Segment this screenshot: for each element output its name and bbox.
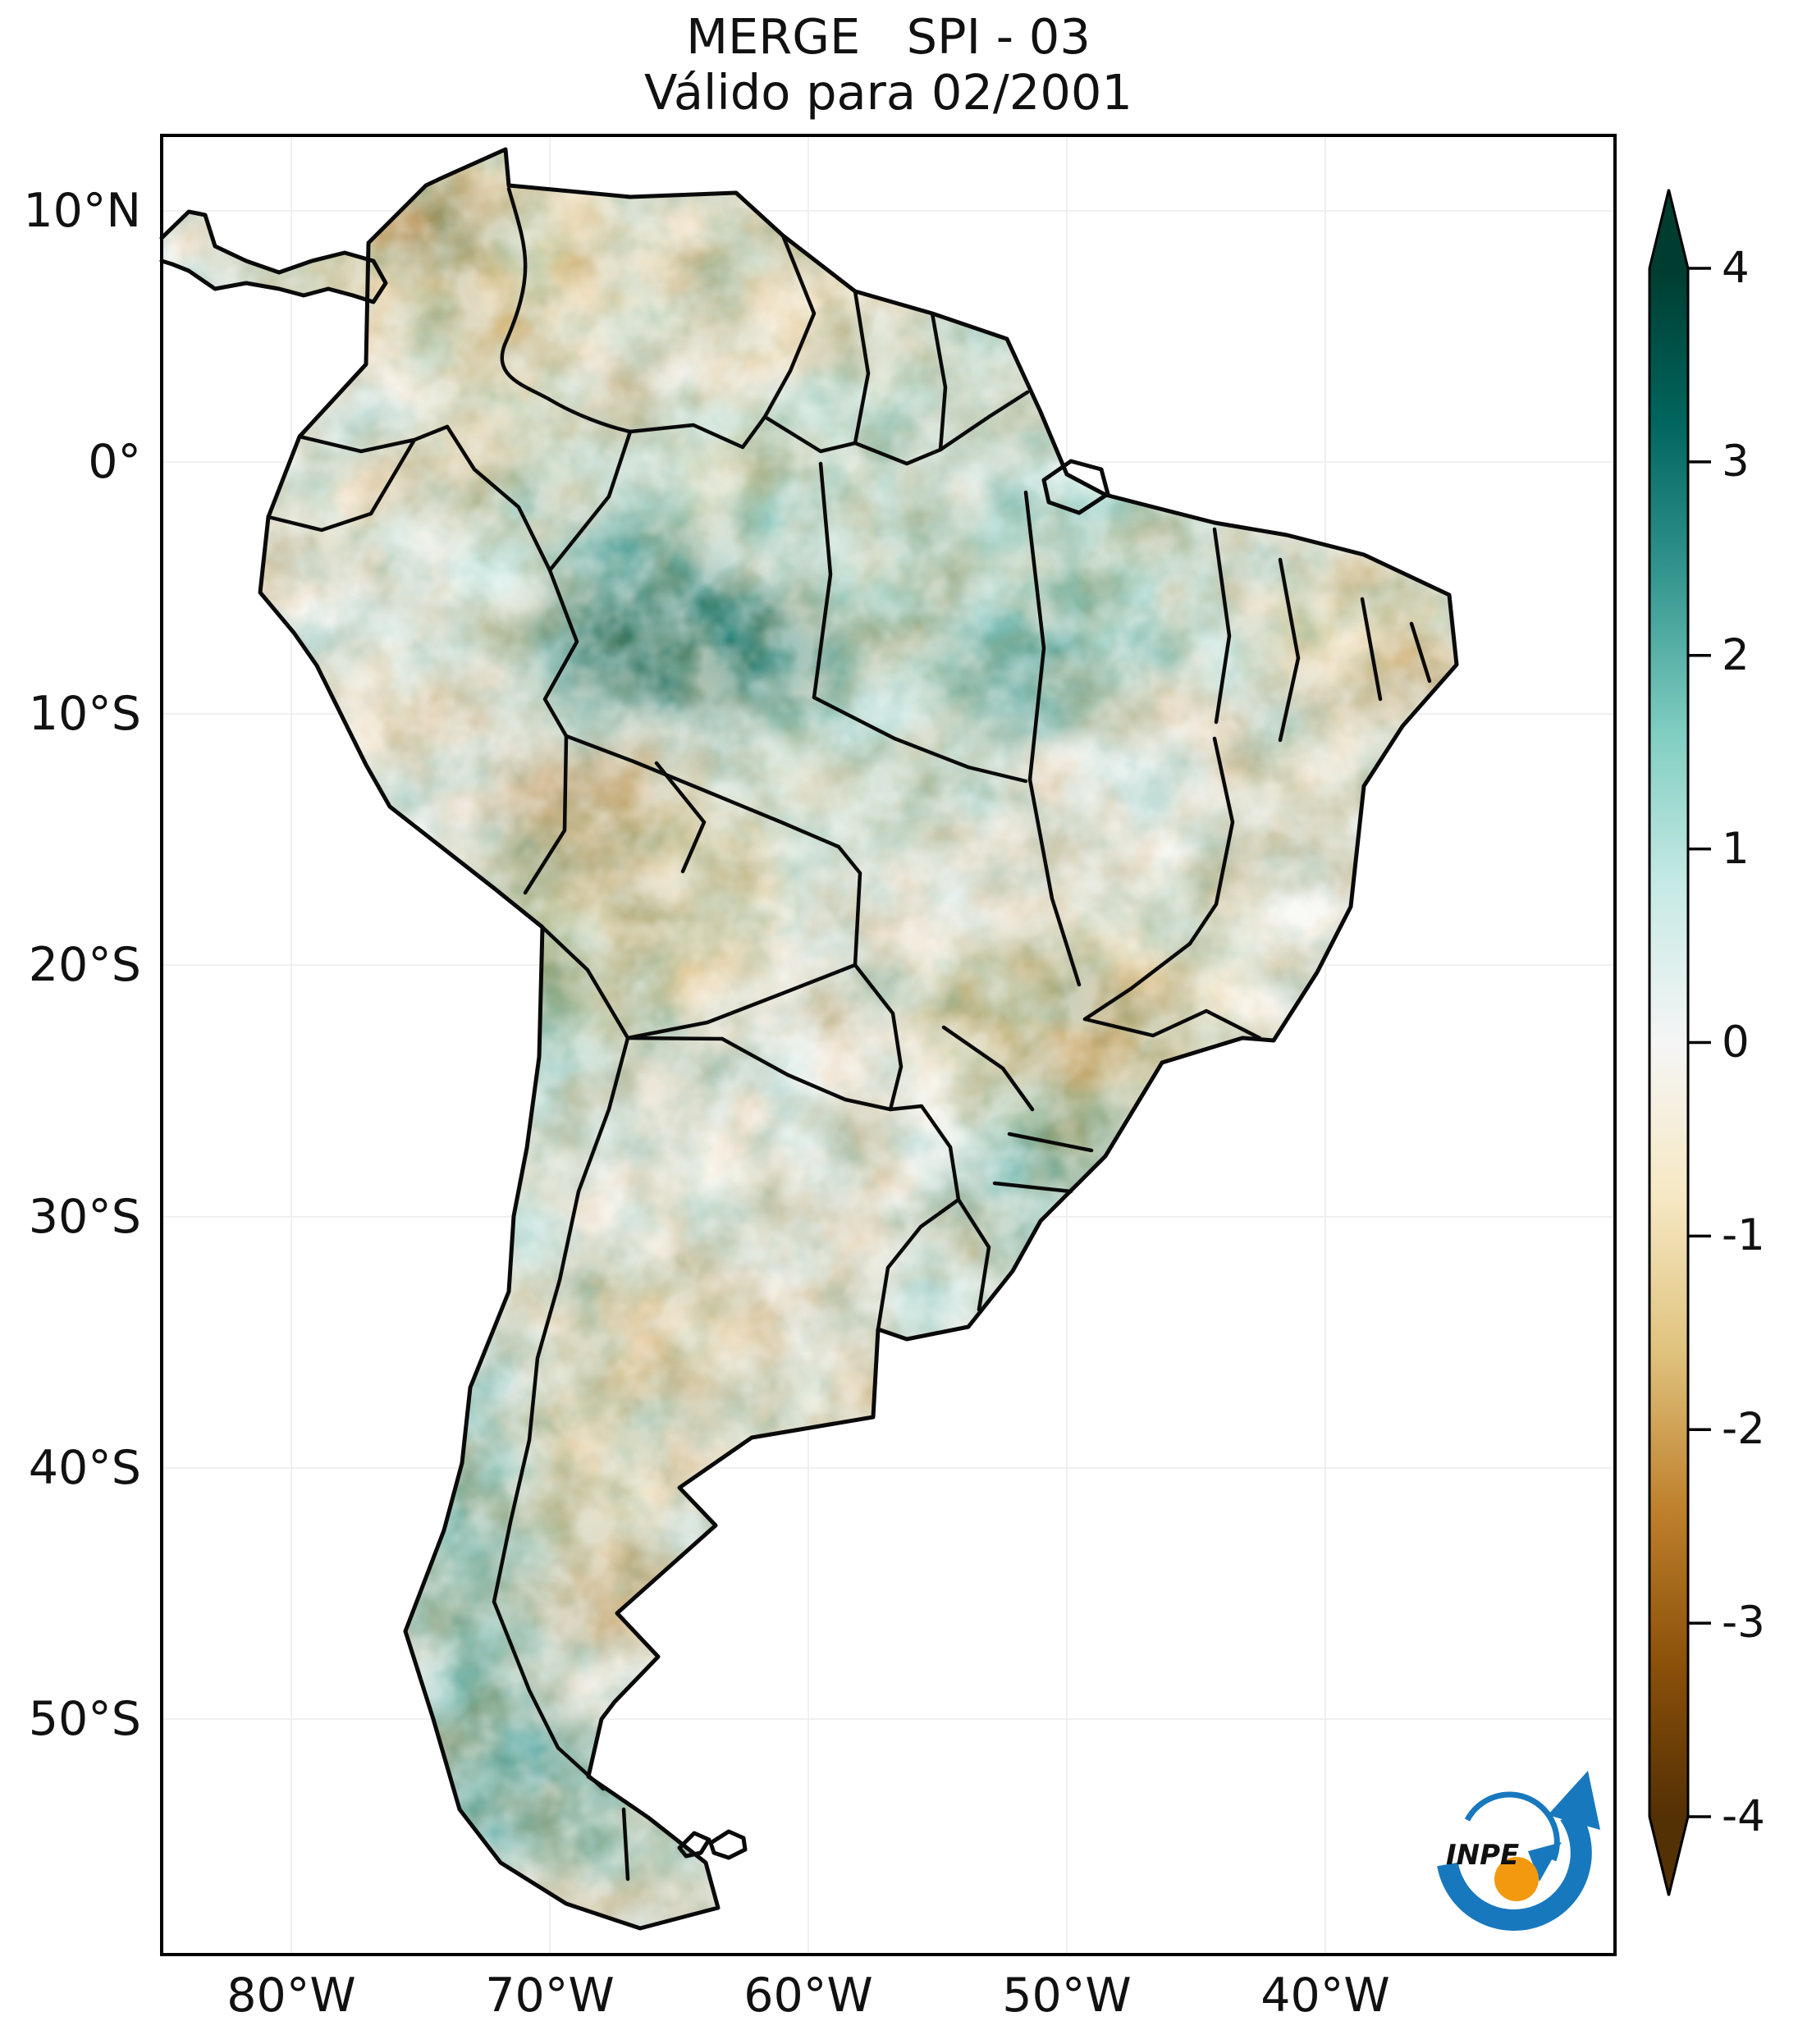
lat-tick-label: 10°S [28, 687, 141, 741]
chart-subtitle: Válido para 02/2001 [644, 64, 1132, 121]
lat-tick-label: 40°S [28, 1441, 141, 1495]
lat-tick-label: 20°S [28, 938, 141, 992]
chart-title: MERGE SPI - 03 [686, 8, 1091, 65]
lat-tick-label: 30°S [28, 1190, 141, 1244]
spi-raster-field [162, 149, 1457, 1928]
inpe-logo: INPE [1437, 1771, 1600, 1931]
colorbar-tick-label: -1 [1722, 1210, 1765, 1261]
lat-tick-label: 10°N [23, 184, 141, 238]
colorbar-tick-label: 3 [1722, 436, 1750, 487]
coastline [159, 147, 1459, 1931]
colorbar [1648, 189, 1711, 1896]
logo-arrow-up-icon [1548, 1771, 1600, 1830]
logo-swoosh-arc [1437, 1808, 1592, 1931]
logo-orange-globe [1494, 1857, 1539, 1901]
colorbar-tick-label: -4 [1722, 1791, 1765, 1841]
lon-tick-label: 70°W [485, 1969, 615, 2023]
colorbar-tick-label: -2 [1722, 1404, 1765, 1455]
logo-thin-arc [1464, 1791, 1560, 1862]
state-borders [654, 461, 1432, 1194]
logo-text: INPE [1446, 1839, 1519, 1872]
colorbar-tick-label: -3 [1722, 1598, 1765, 1648]
lon-tick-label: 50°W [1002, 1969, 1132, 2023]
lon-tick-label: 80°W [226, 1969, 356, 2023]
colorbar-tick-label: 1 [1722, 823, 1750, 874]
colorbar-tick-label: 4 [1722, 243, 1750, 293]
colorbar-bar [1648, 189, 1690, 1896]
colorbar-tick-label: 2 [1722, 629, 1750, 680]
lat-tick-label: 0° [88, 435, 141, 489]
colorbar-tick-label: 0 [1722, 1017, 1750, 1068]
lon-tick-label: 60°W [743, 1969, 873, 2023]
map-frame [160, 134, 1617, 1956]
lat-tick-label: 50°S [28, 1692, 141, 1746]
lon-tick-label: 40°W [1260, 1969, 1390, 2023]
country-borders [266, 186, 1030, 1882]
